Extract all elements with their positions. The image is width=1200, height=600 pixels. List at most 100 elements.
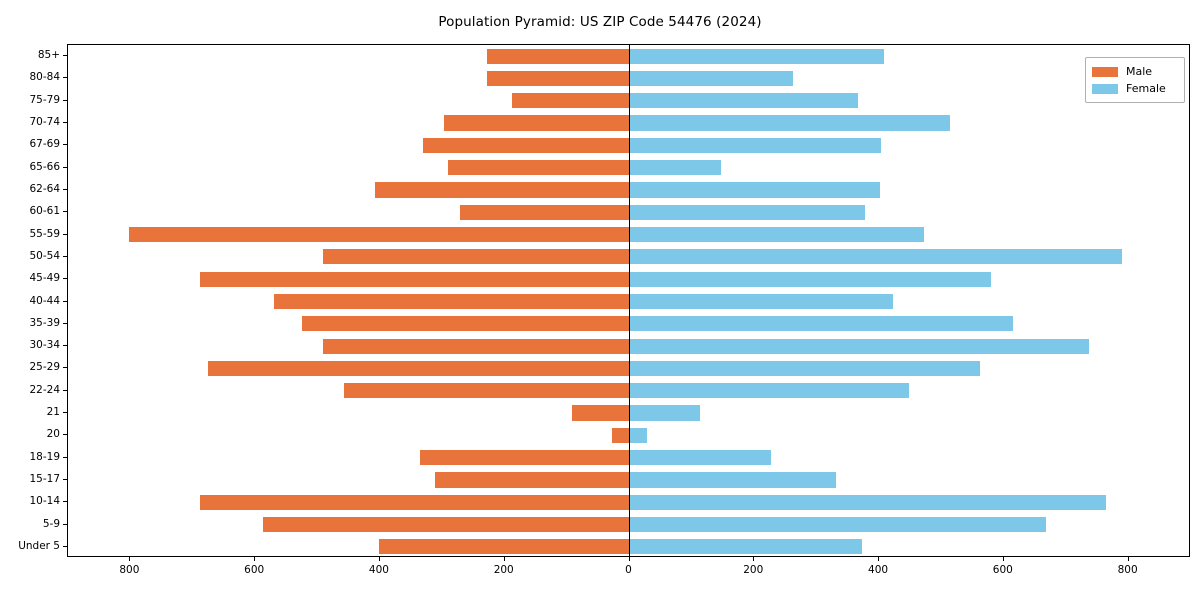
bar-male bbox=[487, 48, 630, 64]
y-axis-tick-mark bbox=[63, 99, 67, 101]
x-axis-tick-mark bbox=[503, 557, 505, 561]
bar-male bbox=[301, 316, 630, 332]
y-axis-tick-mark bbox=[63, 367, 67, 369]
bar-male bbox=[374, 182, 630, 198]
bar-male bbox=[459, 204, 630, 220]
y-axis-tick-mark bbox=[63, 77, 67, 79]
bar-female bbox=[629, 450, 772, 466]
y-axis-tick-label: 22-24 bbox=[29, 383, 60, 396]
y-axis-tick-mark bbox=[63, 456, 67, 458]
x-axis-tick-label: 800 bbox=[1117, 564, 1138, 576]
y-axis-tick-label: 67-69 bbox=[29, 138, 60, 151]
bar-female bbox=[629, 494, 1107, 510]
y-axis-tick-mark bbox=[63, 345, 67, 347]
bar-male bbox=[322, 338, 630, 354]
bar-female bbox=[629, 249, 1122, 265]
y-axis-tick-mark bbox=[63, 255, 67, 257]
bar-male bbox=[612, 427, 630, 443]
x-axis-tick-mark bbox=[1127, 557, 1129, 561]
bar-female bbox=[629, 137, 881, 153]
y-axis-tick-label: 30-34 bbox=[29, 339, 60, 352]
chart-legend: Male Female bbox=[1085, 57, 1185, 103]
y-axis-tick-mark bbox=[63, 501, 67, 503]
y-axis-tick-mark bbox=[63, 166, 67, 168]
y-axis-tick-label: 21 bbox=[46, 406, 60, 419]
y-axis-tick-mark bbox=[63, 545, 67, 547]
bar-male bbox=[435, 472, 630, 488]
y-axis-tick-label: 5-9 bbox=[42, 517, 60, 530]
bar-male bbox=[262, 516, 630, 533]
x-axis-tick-mark bbox=[753, 557, 755, 561]
bar-male bbox=[273, 293, 630, 310]
y-axis-tick-mark bbox=[63, 211, 67, 213]
bar-male bbox=[419, 450, 630, 466]
x-axis-tick-label: 400 bbox=[868, 564, 889, 576]
x-axis-tick-label: 600 bbox=[992, 564, 1013, 576]
y-axis-tick-label: Under 5 bbox=[18, 539, 60, 552]
x-axis-tick-label: 200 bbox=[743, 564, 764, 576]
bars-container bbox=[68, 45, 1189, 556]
zero-axis-line bbox=[629, 45, 631, 556]
bar-male bbox=[322, 249, 630, 265]
y-axis-tick-mark bbox=[63, 233, 67, 235]
bar-male bbox=[422, 137, 630, 153]
y-axis-tick-label: 40-44 bbox=[29, 294, 60, 307]
x-axis-tick-label: 400 bbox=[368, 564, 389, 576]
bar-male bbox=[128, 227, 630, 243]
y-axis-tick-mark bbox=[63, 412, 67, 414]
y-axis-tick-label: 65-66 bbox=[29, 160, 60, 173]
y-axis-tick-label: 35-39 bbox=[29, 316, 60, 329]
y-axis-tick-label: 25-29 bbox=[29, 361, 60, 374]
x-axis-tick-label: 200 bbox=[493, 564, 514, 576]
bar-female bbox=[629, 472, 836, 488]
bar-male bbox=[487, 70, 630, 87]
y-axis-tick-label: 20 bbox=[46, 428, 60, 441]
bar-female bbox=[629, 539, 862, 555]
chart-title: Population Pyramid: US ZIP Code 54476 (2… bbox=[438, 14, 762, 30]
y-axis-tick-mark bbox=[63, 389, 67, 391]
bar-male bbox=[443, 115, 630, 131]
bar-male bbox=[378, 539, 630, 555]
y-axis-tick-label: 18-19 bbox=[29, 450, 60, 463]
bar-female bbox=[629, 182, 881, 198]
x-axis-tick-label: 600 bbox=[244, 564, 265, 576]
bar-female bbox=[629, 427, 647, 443]
bar-female bbox=[629, 93, 858, 109]
bar-male bbox=[572, 405, 630, 421]
y-axis-tick-label: 60-61 bbox=[29, 205, 60, 218]
bar-female bbox=[629, 70, 793, 87]
legend-label-male: Male bbox=[1126, 65, 1153, 78]
y-axis-tick-label: 55-59 bbox=[29, 227, 60, 240]
plot-area bbox=[67, 44, 1190, 557]
x-axis-tick-mark bbox=[378, 557, 380, 561]
legend-item-female: Female bbox=[1092, 80, 1178, 97]
y-axis-tick-label: 15-17 bbox=[29, 472, 60, 485]
y-axis-tick-label: 45-49 bbox=[29, 272, 60, 285]
y-axis-tick-label: 80-84 bbox=[29, 71, 60, 84]
y-axis-tick-label: 50-54 bbox=[29, 249, 60, 262]
x-axis-tick-mark bbox=[129, 557, 131, 561]
bar-female bbox=[629, 293, 894, 310]
bar-male bbox=[208, 360, 630, 376]
bar-female bbox=[629, 360, 981, 376]
y-axis-tick-label: 10-14 bbox=[29, 495, 60, 508]
y-axis-tick-label: 70-74 bbox=[29, 116, 60, 129]
x-axis-tick-mark bbox=[878, 557, 880, 561]
y-axis-tick-mark bbox=[63, 300, 67, 302]
bar-female bbox=[629, 204, 865, 220]
y-axis-tick-mark bbox=[63, 188, 67, 190]
y-axis-tick-mark bbox=[63, 55, 67, 57]
y-axis-tick-mark bbox=[63, 434, 67, 436]
legend-label-female: Female bbox=[1126, 82, 1166, 95]
bar-female bbox=[629, 316, 1013, 332]
y-axis-tick-label: 62-64 bbox=[29, 182, 60, 195]
bar-female bbox=[629, 405, 700, 421]
bar-male bbox=[343, 383, 630, 399]
y-axis-tick-mark bbox=[63, 523, 67, 525]
bar-female bbox=[629, 271, 992, 287]
x-axis-tick-label: 800 bbox=[119, 564, 140, 576]
bar-female bbox=[629, 383, 909, 399]
x-axis-tick-label: 0 bbox=[625, 564, 632, 576]
legend-item-male: Male bbox=[1092, 63, 1178, 80]
